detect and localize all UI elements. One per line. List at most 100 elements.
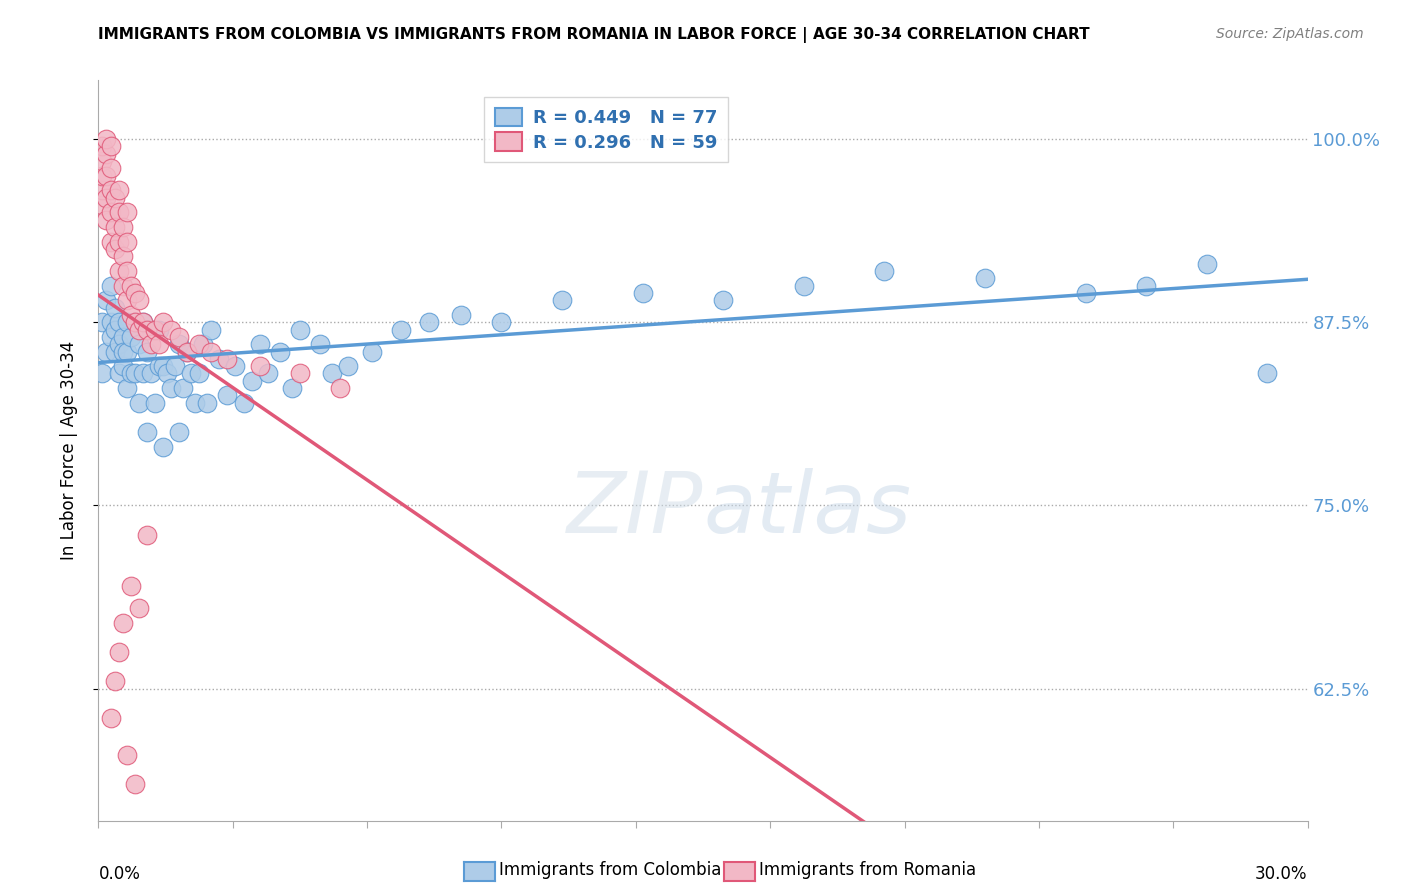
Point (148, 322, 170, 336)
Point (631, 285, 654, 300)
Point (96, 293, 118, 308)
Point (103, 674, 125, 689)
Text: 0.0%: 0.0% (98, 865, 141, 883)
Point (111, 249, 134, 263)
Point (96, 190, 118, 204)
Point (96, 344, 118, 359)
Point (224, 359, 246, 373)
Point (337, 359, 360, 373)
Point (111, 278, 134, 293)
Point (152, 440, 174, 454)
Point (135, 425, 157, 439)
Point (91, 139, 114, 153)
Point (160, 381, 183, 395)
Point (100, 183, 122, 197)
Point (91, 153, 114, 168)
Point (491, 315, 513, 329)
Point (200, 322, 222, 336)
Point (107, 183, 129, 197)
Point (107, 337, 129, 351)
Point (793, 278, 815, 293)
Point (200, 344, 222, 359)
Point (115, 315, 138, 329)
Point (124, 315, 146, 329)
Point (103, 344, 125, 359)
Point (107, 264, 129, 278)
Point (111, 359, 134, 373)
Point (100, 139, 122, 153)
Point (1195, 256, 1218, 270)
Legend: R = 0.449   N = 77, R = 0.296   N = 59: R = 0.449 N = 77, R = 0.296 N = 59 (484, 96, 728, 162)
Point (115, 205, 138, 219)
Point (217, 388, 239, 402)
Text: atlas: atlas (703, 468, 911, 551)
Y-axis label: In Labor Force | Age 30-34: In Labor Force | Age 30-34 (59, 341, 77, 560)
Text: IMMIGRANTS FROM COLOMBIA VS IMMIGRANTS FROM ROMANIA IN LABOR FORCE | AGE 30-34 C: IMMIGRANTS FROM COLOMBIA VS IMMIGRANTS F… (98, 27, 1090, 43)
Point (281, 381, 304, 395)
Point (124, 777, 146, 791)
Point (115, 293, 138, 308)
Point (120, 579, 142, 593)
Point (115, 344, 138, 359)
Point (128, 293, 150, 308)
Point (115, 264, 138, 278)
Point (111, 219, 134, 234)
Point (124, 367, 146, 381)
Point (361, 344, 384, 359)
Point (132, 315, 155, 329)
Point (139, 337, 162, 351)
Point (115, 747, 138, 762)
Point (103, 219, 125, 234)
Point (329, 381, 352, 395)
Point (269, 344, 291, 359)
Text: Immigrants from Romania: Immigrants from Romania (759, 861, 976, 879)
Text: Source: ZipAtlas.com: Source: ZipAtlas.com (1216, 27, 1364, 41)
Point (139, 367, 162, 381)
Point (132, 367, 155, 381)
Text: ZIP: ZIP (567, 468, 703, 551)
Point (195, 396, 218, 410)
Point (115, 235, 138, 249)
Point (100, 161, 122, 176)
Point (100, 205, 122, 219)
Point (974, 271, 997, 285)
Point (96, 132, 118, 146)
Point (256, 367, 278, 381)
Point (188, 367, 211, 381)
Point (91, 367, 114, 381)
Point (249, 337, 271, 351)
Point (1074, 285, 1097, 300)
Point (103, 242, 125, 256)
Point (160, 322, 183, 336)
Point (103, 322, 125, 336)
Point (152, 359, 174, 373)
Point (120, 278, 142, 293)
Point (180, 367, 202, 381)
Point (873, 264, 896, 278)
Point (135, 344, 157, 359)
Point (107, 315, 129, 329)
Point (100, 711, 122, 725)
Point (1256, 367, 1278, 381)
Text: Immigrants from Colombia: Immigrants from Colombia (499, 861, 721, 879)
Point (111, 615, 134, 630)
Point (143, 322, 166, 336)
Point (107, 205, 129, 219)
Point (128, 601, 150, 615)
Point (111, 330, 134, 344)
Point (100, 330, 122, 344)
Point (124, 285, 146, 300)
Point (124, 315, 146, 329)
Point (139, 322, 162, 336)
Point (172, 381, 194, 395)
Point (135, 528, 157, 542)
Point (128, 337, 150, 351)
Point (128, 322, 150, 336)
Point (551, 293, 574, 308)
Point (193, 337, 215, 351)
Point (321, 367, 343, 381)
Point (103, 301, 125, 315)
Point (167, 337, 190, 351)
Point (103, 190, 125, 204)
Point (128, 396, 150, 410)
